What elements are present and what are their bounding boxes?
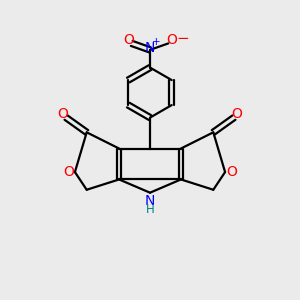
Text: O: O — [226, 165, 237, 179]
Text: O: O — [58, 107, 69, 121]
Text: O: O — [167, 34, 177, 47]
Text: O: O — [63, 165, 74, 179]
Text: N: N — [145, 41, 155, 56]
Text: O: O — [123, 34, 134, 47]
Text: H: H — [146, 203, 154, 216]
Text: O: O — [231, 107, 242, 121]
Text: −: − — [177, 31, 189, 46]
Text: +: + — [152, 37, 161, 46]
Text: N: N — [145, 194, 155, 208]
